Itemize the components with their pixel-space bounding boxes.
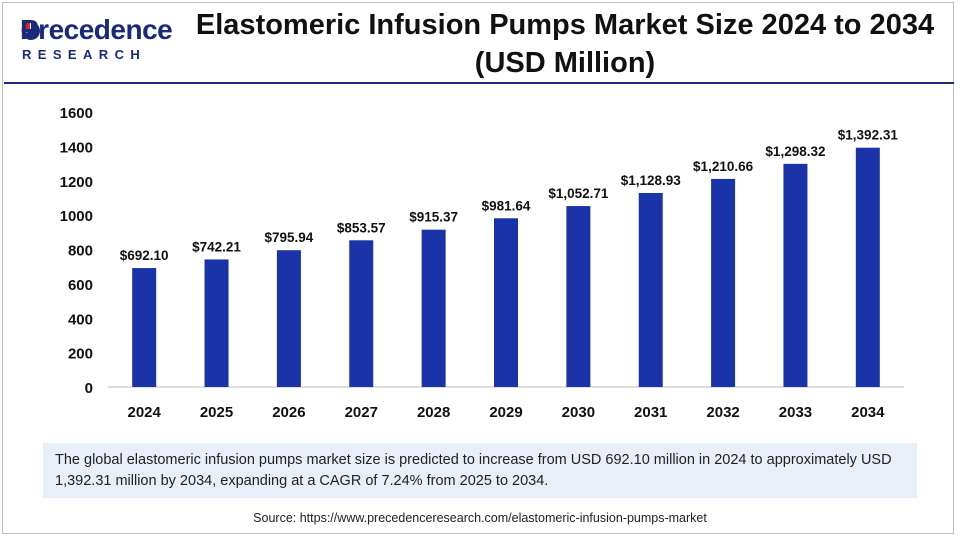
x-tick-label: 2031 — [634, 404, 667, 421]
bar-chart: 0 200 400 600 800 1000 1200 1400 1600 $692.10 2024… — [60, 105, 904, 421]
header: Precedence RESEARCH Elastomeric Infusion… — [0, 0, 960, 82]
bar — [132, 268, 157, 387]
bar — [566, 206, 591, 387]
y-tick-label: 1000 — [60, 208, 93, 225]
data-label: $853.57 — [337, 220, 386, 235]
y-tick-label: 200 — [68, 346, 93, 363]
logo-pie-icon — [21, 21, 40, 40]
data-label: $981.64 — [482, 198, 531, 213]
data-label: $1,128.93 — [621, 173, 682, 188]
data-label: $795.94 — [265, 230, 314, 245]
chart-title: Elastomeric Infusion Pumps Market Size 2… — [195, 9, 935, 79]
x-tick-label: 2034 — [851, 404, 885, 421]
x-tick-label: 2029 — [489, 404, 522, 421]
x-tick-label: 2030 — [562, 404, 595, 421]
source-text: Source: https://www.precedenceresearch.c… — [253, 511, 707, 525]
data-label: $692.10 — [120, 248, 169, 263]
bar — [276, 250, 301, 387]
x-tick-label: 2032 — [706, 404, 739, 421]
data-label: $1,392.31 — [838, 128, 899, 143]
data-label: $915.37 — [409, 210, 458, 225]
data-label: $1,052.71 — [548, 186, 609, 201]
data-label: $1,298.32 — [765, 144, 825, 159]
y-tick-label: 1400 — [60, 139, 93, 156]
bar — [711, 178, 736, 387]
logo: Precedence RESEARCH — [20, 14, 173, 64]
x-tick-label: 2026 — [272, 404, 305, 421]
page-frame — [2, 2, 954, 534]
y-tick-label: 600 — [68, 277, 93, 294]
x-tick-label: 2024 — [127, 404, 161, 421]
y-tick-label: 800 — [68, 243, 93, 260]
bar — [421, 229, 446, 387]
summary-box: The global elastomeric infusion pumps ma… — [43, 443, 917, 498]
bar — [638, 192, 663, 387]
bar — [855, 147, 880, 387]
x-tick-label: 2033 — [779, 404, 812, 421]
y-tick-label: 400 — [68, 311, 93, 328]
y-tick-label: 1600 — [60, 105, 93, 122]
bar — [349, 240, 374, 387]
data-label: $1,210.66 — [693, 159, 754, 174]
logo-subtitle: RESEARCH — [22, 47, 147, 62]
x-tick-label: 2025 — [200, 404, 233, 421]
x-tick-label: 2028 — [417, 404, 450, 421]
y-tick-label: 0 — [85, 380, 93, 397]
bar — [783, 163, 808, 387]
logo-wordmark: Precedence — [20, 14, 173, 45]
y-tick-label: 1200 — [60, 174, 93, 191]
bar — [204, 259, 229, 387]
data-label: $742.21 — [192, 239, 241, 254]
header-rule — [4, 82, 954, 84]
bar — [494, 218, 518, 387]
x-tick-label: 2027 — [345, 404, 378, 421]
